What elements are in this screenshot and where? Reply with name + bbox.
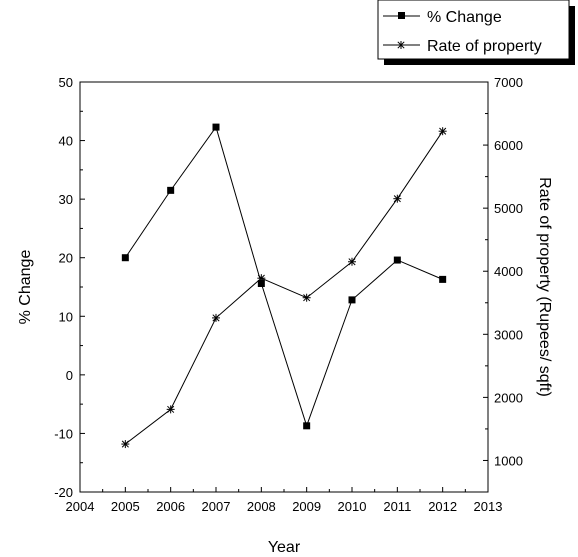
legend-marker-asterisk	[397, 41, 405, 49]
legend-label-2: Rate of property	[427, 38, 542, 55]
x-tick-label: 2009	[292, 499, 321, 514]
x-axis-title: Year	[268, 539, 301, 556]
legend: % Change Rate of property	[377, 0, 575, 65]
y-left-tick-label: 20	[59, 251, 73, 266]
y-left-tick-label: 10	[59, 309, 73, 324]
data-point-square	[303, 422, 311, 430]
y-right-tick-label: 1000	[494, 453, 523, 468]
data-point-asterisk	[212, 313, 220, 322]
y-right-axis-title: Rate of property (Rupees/ sqft)	[536, 177, 553, 397]
y-left-tick-label: 40	[59, 134, 73, 149]
legend-entry-series-1: % Change	[383, 9, 502, 26]
data-point-asterisk	[438, 127, 447, 136]
legend-marker-square	[398, 12, 405, 19]
data-point-square	[348, 296, 356, 304]
axis-ticks: 2004 2005 2006 2007 2008 2009 2010 2011 2012 2013…	[54, 75, 523, 514]
y-left-tick-label: 0	[66, 368, 73, 383]
y-right-tick-label: 5000	[494, 201, 523, 216]
data-point-square	[121, 254, 129, 262]
y-left-axis-title: % Change	[17, 250, 34, 325]
data-point-square	[439, 275, 447, 283]
y-right-tick-label: 3000	[494, 327, 523, 342]
y-right-tick-label: 7000	[494, 75, 523, 90]
data-point-asterisk	[121, 440, 130, 449]
legend-box	[377, 0, 570, 60]
y-right-tick-label: 6000	[494, 138, 523, 153]
data-point-square	[393, 256, 401, 264]
x-tick-label: 2008	[247, 499, 276, 514]
x-tick-label: 2013	[474, 499, 503, 514]
data-point-asterisk	[393, 194, 402, 203]
x-tick-label: 2012	[428, 499, 457, 514]
legend-label-1: % Change	[427, 9, 502, 26]
legend-asterisk-glyph	[397, 41, 405, 49]
y-right-tick-label: 2000	[494, 390, 523, 405]
x-tick-label: 2005	[111, 499, 140, 514]
y-right-tick-label: 4000	[494, 264, 523, 279]
data-point-square	[212, 123, 220, 131]
x-tick-label: 2011	[383, 499, 411, 514]
y-left-tick-label: 50	[59, 75, 73, 90]
y-left-tick-label: 30	[59, 192, 73, 207]
series-line-1	[124, 125, 443, 428]
legend-entry-series-2: Rate of property	[383, 38, 542, 55]
y-left-tick-label: -20	[54, 485, 73, 500]
data-point-asterisk	[348, 257, 356, 266]
x-tick-label: 2006	[156, 499, 185, 514]
data-point-square	[257, 279, 265, 287]
x-tick-label: 2004	[66, 499, 95, 514]
x-tick-label: 2007	[202, 499, 231, 514]
data-point-square	[167, 186, 175, 194]
plot-frame	[79, 81, 489, 493]
data-point-asterisk	[166, 405, 175, 414]
y-left-tick-label: -10	[54, 426, 73, 441]
data-point-asterisk	[302, 293, 311, 302]
data-point-asterisk	[257, 274, 266, 283]
x-tick-label: 2010	[338, 499, 367, 514]
series-line-2	[125, 130, 444, 445]
series-layer	[121, 123, 447, 449]
